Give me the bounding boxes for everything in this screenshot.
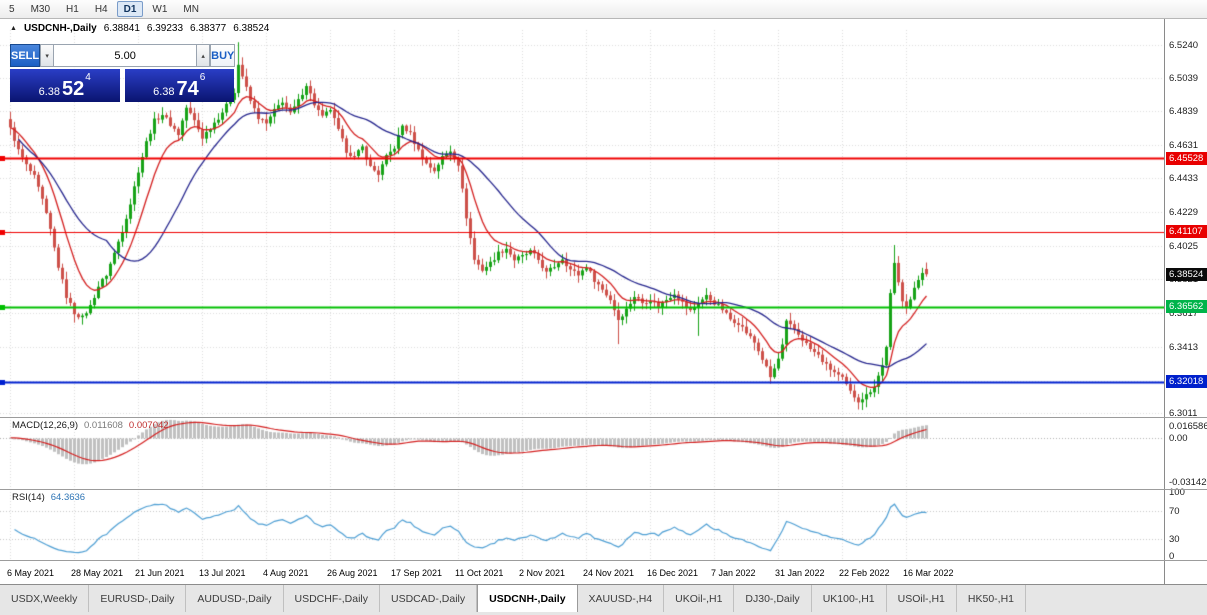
pane-separator-dates [0, 560, 1207, 561]
price-axis-label: 6.3617 [1169, 308, 1199, 320]
date-axis-label: 16 Mar 2022 [903, 568, 954, 578]
chart-tab-hk50[interactable]: HK50-,H1 [957, 585, 1027, 612]
date-axis-label: 7 Jan 2022 [711, 568, 756, 578]
chart-tab-xauusd[interactable]: XAUUSD-,H4 [578, 585, 665, 612]
rsi-axis-label: 100 [1169, 487, 1185, 498]
macd-axis-label: 0.00 [1169, 432, 1188, 444]
date-axis-label: 24 Nov 2021 [583, 568, 635, 578]
volume-control: ▾ ▴ [40, 44, 211, 67]
ohlc-high: 6.39233 [146, 23, 184, 34]
price-tag-current-price: 6.38524 [1166, 267, 1207, 281]
rsi-axis-label: 0 [1169, 551, 1175, 562]
date-axis-label: 31 Jan 2022 [775, 568, 825, 578]
chart-tab-usoil[interactable]: USOil-,H1 [887, 585, 957, 612]
date-axis-label: 11 Oct 2021 [455, 568, 504, 578]
price-axis-label: 6.5240 [1169, 39, 1199, 51]
chart-title-bar: ▲ USDCNH-,Daily 6.38841 6.39233 6.38377 … [10, 23, 269, 34]
timeframe-button-w1[interactable]: W1 [152, 3, 168, 15]
one-click-trading-panel: SELL ▾ ▴ BUY 6.38 52 4 6.38 74 6 [10, 44, 236, 102]
rsi-axis-label: 30 [1169, 533, 1180, 545]
date-axis-label: 13 Jul 2021 [199, 568, 246, 578]
buy-button[interactable]: BUY [210, 44, 236, 67]
ohlc-close: 6.38524 [233, 23, 270, 34]
rsi-label: RSI(14) [12, 492, 45, 503]
macd-axis-label: -0.031420 [1169, 477, 1207, 488]
macd-signal-value: 0.007042 [128, 420, 169, 431]
chart-symbol: USDCNH-,Daily [23, 23, 97, 34]
price-tag-resistance-upper: 6.45528 [1166, 151, 1207, 165]
sell-price-point: 4 [85, 72, 91, 83]
timeframe-button-h4[interactable]: H4 [94, 3, 108, 15]
timeframe-button-5[interactable]: 5 [9, 3, 15, 15]
timeframe-button-d1[interactable]: D1 [116, 1, 144, 17]
price-tag-support-blue: 6.32018 [1166, 375, 1207, 389]
date-axis-label: 21 Jun 2021 [135, 568, 185, 578]
chart-tab-bar: USDX,Weekly EURUSD-,Daily AUDUSD-,Daily USD… [0, 584, 1207, 615]
price-axis-label: 6.5039 [1169, 72, 1199, 84]
sell-price-pips: 52 [62, 78, 85, 100]
buy-price-big-figure: 6.38 [153, 86, 175, 98]
chart-window: ▲ USDCNH-,Daily 6.38841 6.39233 6.38377 … [0, 19, 1207, 584]
chart-tab-audusd[interactable]: AUDUSD-,Daily [186, 585, 284, 612]
price-axis-label: 6.4433 [1169, 173, 1199, 185]
date-axis-label: 2 Nov 2021 [519, 568, 566, 578]
rsi-axis-label: 70 [1169, 506, 1180, 518]
chart-tab-usdchf[interactable]: USDCHF-,Daily [284, 585, 381, 612]
date-axis-label: 28 May 2021 [71, 568, 124, 578]
sell-price-big-figure: 6.38 [38, 86, 61, 98]
price-axis: 6.5240 6.5039 6.4839 6.4631 6.4433 6.4229 6.40… [1164, 19, 1207, 584]
chart-tab-usdx[interactable]: USDX,Weekly [0, 585, 90, 612]
sell-price-box[interactable]: 6.38 52 4 [10, 69, 120, 102]
ohlc-open: 6.38841 [103, 23, 140, 34]
sell-button[interactable]: SELL [10, 44, 41, 67]
price-axis-label: 6.4839 [1169, 106, 1199, 118]
price-tag-resistance-lower: 6.41107 [1166, 225, 1207, 239]
price-axis-label: 6.4025 [1169, 240, 1199, 252]
price-axis-label: 6.4229 [1169, 206, 1199, 218]
chart-canvas[interactable] [0, 19, 1164, 584]
price-axis-label: 6.4631 [1169, 140, 1199, 152]
macd-axis-label: 0.016586 [1169, 421, 1207, 432]
pane-separator-rsi[interactable] [0, 489, 1207, 490]
chart-tab-eurusd[interactable]: EURUSD-,Daily [89, 585, 187, 612]
buy-price-box[interactable]: 6.38 74 6 [124, 69, 234, 102]
date-axis-label: 6 May 2021 [7, 568, 55, 578]
timeframe-toolbar: 5 M30 H1 H4 D1 W1 MN [0, 0, 1207, 19]
chart-tab-usdcnh[interactable]: USDCNH-,Daily [477, 585, 578, 612]
volume-increase-button[interactable]: ▴ [196, 44, 211, 67]
macd-main-value: 0.011608 [84, 420, 123, 431]
buy-price-pips: 74 [176, 78, 199, 100]
chart-tab-usdcad[interactable]: USDCAD-,Daily [380, 585, 478, 612]
date-axis-label: 22 Feb 2022 [839, 568, 890, 578]
chart-tab-uk100[interactable]: UK100-,H1 [812, 585, 887, 612]
date-axis-label: 17 Sep 2021 [391, 568, 443, 578]
timeframe-button-mn[interactable]: MN [183, 3, 199, 15]
date-axis-label: 16 Dec 2021 [647, 568, 699, 578]
chart-tab-ukoil[interactable]: UKOil-,H1 [664, 585, 735, 612]
timeframe-button-m30[interactable]: M30 [30, 3, 51, 15]
buy-price-point: 6 [199, 72, 206, 83]
ohlc-low: 6.38377 [190, 23, 227, 34]
timeframe-button-h1[interactable]: H1 [66, 3, 79, 15]
volume-decrease-button[interactable]: ▾ [40, 44, 55, 67]
price-tag-support-green: 6.36562 [1166, 300, 1207, 314]
rsi-header: RSI(14) 64.3636 [12, 492, 85, 503]
price-axis-label: 6.3011 [1169, 408, 1198, 420]
price-axis-label: 6.3413 [1169, 341, 1199, 353]
macd-label: MACD(12,26,9) [12, 420, 78, 431]
date-axis-label: 4 Aug 2021 [263, 568, 309, 578]
pane-separator-macd[interactable] [0, 417, 1207, 418]
date-axis-label: 26 Aug 2021 [327, 568, 378, 578]
volume-input[interactable] [54, 44, 197, 67]
collapse-triangle-icon: ▲ [10, 25, 17, 32]
rsi-value: 64.3636 [50, 492, 86, 503]
date-axis: 6 May 2021 28 May 2021 21 Jun 2021 13 Jul 2… [0, 562, 1164, 584]
macd-header: MACD(12,26,9) 0.011608 0.007042 [12, 420, 169, 431]
chart-tab-dj30[interactable]: DJ30-,Daily [734, 585, 812, 612]
